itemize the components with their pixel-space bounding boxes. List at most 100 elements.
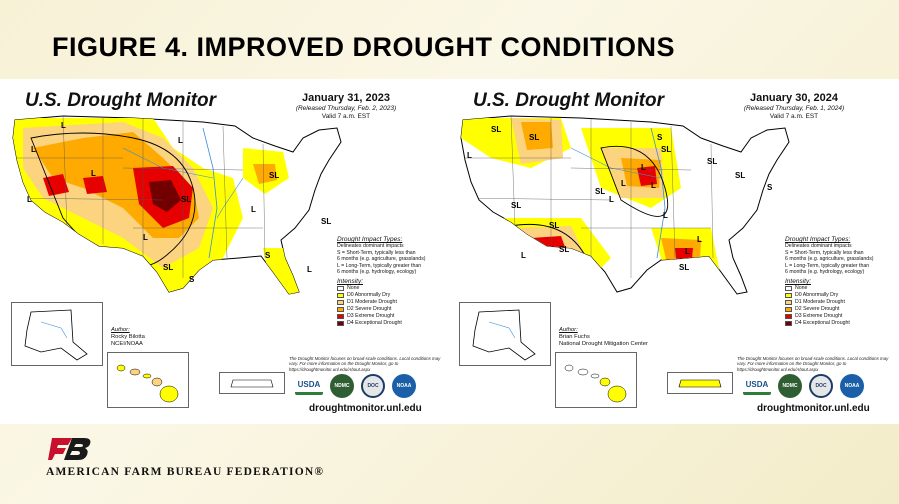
legend-l-desc-1: L = Long-Term, typically greater than (785, 262, 870, 269)
fb-logo-icon (48, 438, 91, 460)
author-name: Rocky Bilotta (111, 333, 145, 340)
alaska-inset (459, 302, 551, 366)
legend-row-d1: D1 Moderate Drought (785, 299, 889, 306)
author-label: Author: (111, 327, 130, 333)
legend-row-d1: D1 Moderate Drought (337, 299, 441, 306)
agency-logos: USDA NDMC DOC NOAA (295, 374, 416, 398)
legend-row-d2: D2 Severe Drought (337, 306, 441, 313)
hawaii-inset (107, 352, 189, 408)
region-label: SL (269, 171, 279, 180)
legend-row-d0: D0 Abnormally Dry (785, 292, 889, 299)
region-label: L (621, 179, 626, 188)
legend-row-d3: D3 Extreme Drought (785, 313, 889, 320)
noaa-logo: NOAA (392, 374, 416, 398)
region-label: SL (529, 133, 539, 142)
region-label: SL (661, 145, 671, 154)
legend-s-desc-1: S = Short-Term, typically less than (785, 249, 864, 256)
usda-logo: USDA (295, 377, 323, 395)
legend-s-desc-2: 6 months (e.g. agriculture, grasslands) (337, 256, 426, 263)
region-label: SL (595, 187, 605, 196)
ndmc-logo: NDMC (778, 374, 802, 398)
region-label: L (685, 247, 690, 256)
map-date-block: January 30, 2024 (Released Thursday, Feb… (719, 92, 869, 120)
swatch-none (785, 285, 792, 291)
map-valid: Valid 7 a.m. EST (769, 113, 819, 120)
legend: Drought Impact Types: Delineates dominan… (785, 236, 889, 327)
site-link[interactable]: droughtmonitor.unl.edu (309, 403, 422, 414)
legend-row-d4: D4 Exceptional Drought (785, 320, 889, 327)
map-date-block: January 31, 2023 (Released Thursday, Feb… (271, 92, 421, 120)
swatch-d1 (337, 299, 344, 305)
region-label: SL (707, 157, 717, 166)
author-org: National Drought Mitigation Center (559, 340, 648, 347)
legend-row-d0: D0 Abnormally Dry (337, 292, 441, 299)
drought-map-2024: U.S. Drought Monitor January 30, 2024 (R… (451, 84, 891, 419)
author-label: Author: (559, 327, 578, 333)
map-title: U.S. Drought Monitor (473, 90, 665, 111)
swatch-none (337, 285, 344, 291)
region-label: L (467, 151, 472, 160)
region-label: SL (559, 245, 569, 254)
noaa-logo: NOAA (840, 374, 864, 398)
legend-row-d3: D3 Extreme Drought (337, 313, 441, 320)
us-drought-map: SL SL L SL SL L SL L L L L SL SL L S SL … (460, 115, 790, 295)
region-label: SL (679, 263, 689, 272)
region-label: L (521, 251, 526, 260)
legend-l-desc-2: 6 months (e.g. hydrology, ecology) (785, 269, 865, 276)
slide-title: FIGURE 4. IMPROVED DROUGHT CONDITIONS (52, 32, 676, 62)
hawaii-inset (555, 352, 637, 408)
map-valid: Valid 7 a.m. EST (321, 113, 371, 120)
region-label: L (91, 169, 96, 178)
legend-intensity-title: Intensity: (337, 277, 364, 285)
region-label: SL (181, 195, 191, 204)
legend-s-desc-2: 6 months (e.g. agriculture, grasslands) (785, 256, 874, 263)
doc-logo: DOC (809, 374, 833, 398)
region-label: L (251, 205, 256, 214)
disclaimer: The Drought Monitor focuses on broad-sca… (737, 356, 889, 372)
author-block: Author: Rocky Bilotta NCEI/NOAA (111, 327, 145, 347)
region-label: SL (511, 201, 521, 210)
alaska-inset (11, 302, 103, 366)
us-drought-map: L L L SL SL L SL L S SL L L L S (12, 115, 342, 295)
region-label: SL (163, 263, 173, 272)
disclaimer-line-1: The Drought Monitor focuses on broad-sca… (737, 356, 847, 361)
legend-delineates: Delineates dominant impacts (785, 243, 852, 249)
site-link[interactable]: droughtmonitor.unl.edu (757, 403, 870, 414)
legend-row-d4: D4 Exceptional Drought (337, 320, 441, 327)
region-label: S (265, 251, 271, 260)
legend: Drought Impact Types: Delineates dominan… (337, 236, 441, 327)
region-label: L (143, 233, 148, 242)
disclaimer-line-1: The Drought Monitor focuses on broad-sca… (289, 356, 399, 361)
disclaimer: The Drought Monitor focuses on broad-sca… (289, 356, 441, 372)
doc-logo: DOC (361, 374, 385, 398)
swatch-d4 (337, 320, 344, 326)
region-label: L (651, 181, 656, 190)
disclaimer-line-2: Local conditions may vary. For more info… (737, 356, 889, 367)
ndmc-logo: NDMC (330, 374, 354, 398)
region-label: S (189, 275, 195, 284)
region-label: L (178, 136, 183, 145)
region-label: L (31, 145, 36, 154)
swatch-d1 (785, 299, 792, 305)
author-block: Author: Brian Fuchs National Drought Mit… (559, 327, 648, 347)
region-label: SL (491, 125, 501, 134)
drought-map-2023: U.S. Drought Monitor January 31, 2023 (R… (3, 84, 443, 419)
usda-logo: USDA (743, 377, 771, 395)
region-label: L (609, 195, 614, 204)
legend-impact-title: Drought Impact Types: (337, 236, 403, 243)
legend-s-desc-1: S = Short-Term, typically less than (337, 249, 416, 256)
legend-l-desc-1: L = Long-Term, typically greater than (337, 262, 422, 269)
region-label: L (61, 121, 66, 130)
swatch-d0 (337, 292, 344, 298)
region-label: SL (321, 217, 331, 226)
legend-impact-title: Drought Impact Types: (785, 236, 851, 243)
region-label: L (641, 163, 646, 172)
author-name: Brian Fuchs (559, 333, 590, 340)
legend-row-none: None (337, 285, 441, 292)
map-released: (Released Thursday, Feb. 2, 2023) (295, 105, 397, 112)
legend-l-desc-2: 6 months (e.g. hydrology, ecology) (337, 269, 417, 276)
region-label: L (697, 235, 702, 244)
legend-row-none: None (785, 285, 889, 292)
legend-row-d2: D2 Severe Drought (785, 306, 889, 313)
swatch-d4 (785, 320, 792, 326)
